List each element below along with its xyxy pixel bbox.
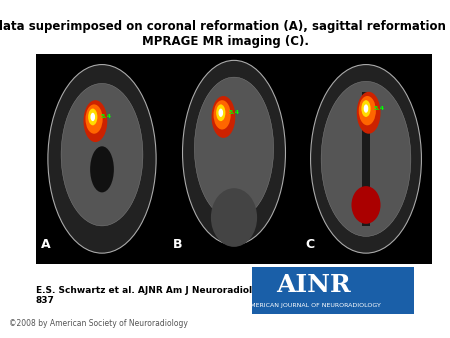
FancyBboxPatch shape <box>362 92 370 226</box>
Text: ©2008 by American Society of Neuroradiology: ©2008 by American Society of Neuroradiol… <box>9 319 188 328</box>
Ellipse shape <box>219 108 223 117</box>
Text: AMERICAN JOURNAL OF NEURORADIOLOGY: AMERICAN JOURNAL OF NEURORADIOLOGY <box>246 303 381 308</box>
Ellipse shape <box>321 81 411 236</box>
Ellipse shape <box>90 146 114 192</box>
FancyBboxPatch shape <box>252 267 414 314</box>
Ellipse shape <box>48 65 156 253</box>
Text: B: B <box>173 238 183 251</box>
Ellipse shape <box>61 83 143 226</box>
Text: 5.4: 5.4 <box>374 106 385 111</box>
Text: C: C <box>305 238 315 251</box>
Ellipse shape <box>214 100 231 129</box>
Ellipse shape <box>359 96 376 125</box>
Ellipse shape <box>351 186 381 224</box>
Ellipse shape <box>194 77 274 220</box>
Text: A: A <box>41 238 51 251</box>
Ellipse shape <box>86 104 103 134</box>
Text: E.S. Schwartz et al. AJNR Am J Neuroradiol 2008;29:832-
837: E.S. Schwartz et al. AJNR Am J Neuroradi… <box>36 286 322 305</box>
Ellipse shape <box>183 61 285 245</box>
Ellipse shape <box>88 108 97 125</box>
Ellipse shape <box>211 188 257 247</box>
Text: 5.4: 5.4 <box>101 115 112 119</box>
Ellipse shape <box>364 104 368 113</box>
Ellipse shape <box>212 96 235 138</box>
Ellipse shape <box>84 100 107 142</box>
Ellipse shape <box>310 65 422 253</box>
Text: 5.4: 5.4 <box>229 110 240 115</box>
Text: AINR: AINR <box>276 273 351 297</box>
Ellipse shape <box>216 104 225 121</box>
Ellipse shape <box>361 100 371 117</box>
Text: MEG SAMg2 data superimposed on coronal reformation (A), sagittal reformation (B): MEG SAMg2 data superimposed on coronal r… <box>0 20 450 48</box>
Ellipse shape <box>90 113 95 121</box>
FancyBboxPatch shape <box>36 54 432 264</box>
Ellipse shape <box>357 92 381 134</box>
